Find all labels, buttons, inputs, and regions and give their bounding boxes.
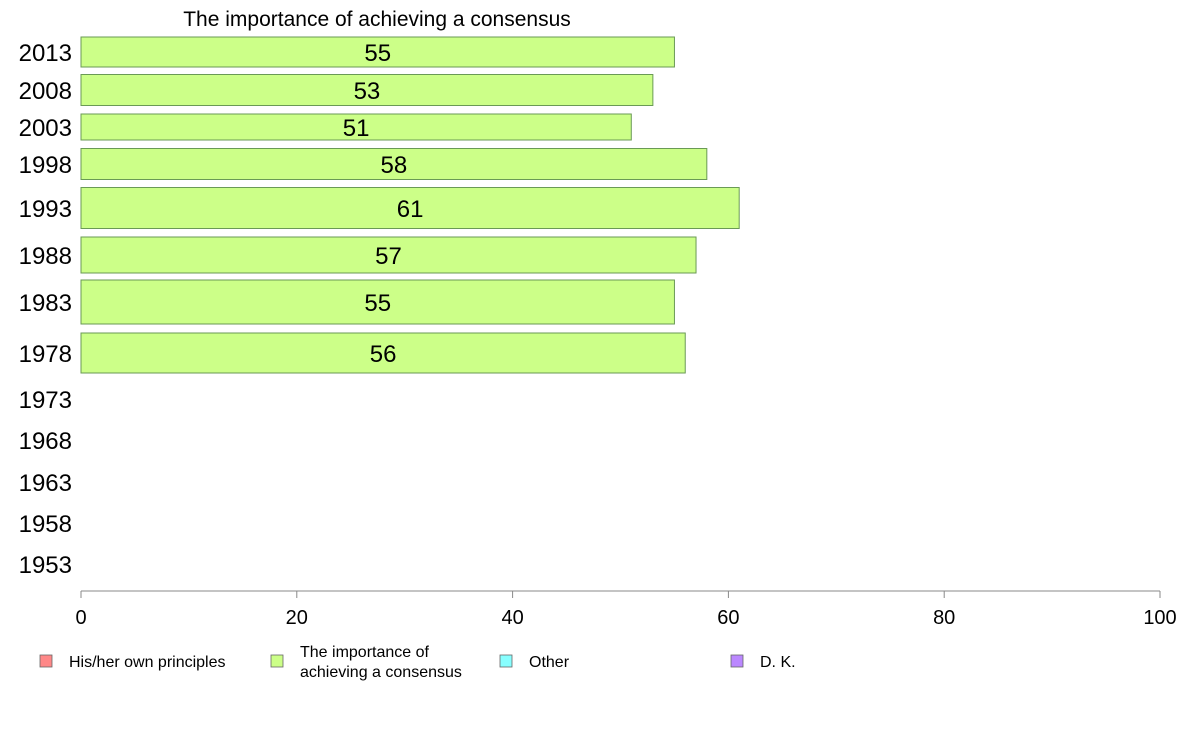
category-label: 1973 bbox=[19, 387, 72, 414]
bar-value-label: 58 bbox=[381, 152, 408, 179]
legend-label: His/her own principles bbox=[69, 654, 226, 671]
legend-item: Other bbox=[499, 654, 570, 671]
legend-label: Other bbox=[529, 654, 570, 671]
bar bbox=[80, 74, 654, 106]
legend-swatch bbox=[499, 654, 513, 668]
legend-swatch bbox=[270, 654, 284, 668]
category-label: 2008 bbox=[19, 78, 72, 105]
bar bbox=[80, 36, 675, 68]
category-label: 1968 bbox=[19, 428, 72, 455]
legend: His/her own principles The importance of a… bbox=[39, 644, 796, 681]
bar-value-label: 61 bbox=[397, 196, 424, 223]
bar-value-label: 51 bbox=[343, 115, 370, 142]
bar bbox=[80, 148, 708, 180]
bar-value-label: 56 bbox=[370, 341, 397, 368]
legend-label: D. K. bbox=[760, 654, 796, 671]
bar bbox=[80, 279, 675, 325]
bars-layer: 55 53 51 58 61 57 55 56 bbox=[80, 36, 740, 374]
category-label: 1988 bbox=[19, 243, 72, 270]
bar bbox=[80, 113, 632, 141]
chart-title: The importance of achieving a consensus bbox=[183, 8, 571, 31]
x-tick-label: 80 bbox=[933, 607, 955, 629]
category-label: 1983 bbox=[19, 290, 72, 317]
x-axis: 0 20 40 60 80 100 bbox=[75, 590, 1177, 629]
legend-item: The importance of achieving a consensus bbox=[270, 644, 462, 681]
x-tick-label: 0 bbox=[75, 607, 86, 629]
category-label: 1958 bbox=[19, 511, 72, 538]
category-label: 1978 bbox=[19, 341, 72, 368]
x-tick-label: 40 bbox=[501, 607, 523, 629]
category-label: 1953 bbox=[19, 552, 72, 579]
category-label: 1963 bbox=[19, 470, 72, 497]
x-tick-label: 100 bbox=[1143, 607, 1176, 629]
bar-value-label: 53 bbox=[354, 78, 381, 105]
legend-item: D. K. bbox=[730, 654, 796, 671]
legend-item: His/her own principles bbox=[39, 654, 226, 671]
category-labels: 2013 2008 2003 1998 1993 1988 1983 1978 1973 1968… bbox=[19, 40, 72, 579]
legend-label: achieving a consensus bbox=[300, 664, 462, 681]
bar-value-label: 55 bbox=[364, 40, 391, 67]
legend-swatch bbox=[730, 654, 744, 668]
legend-label: The importance of bbox=[300, 644, 430, 661]
bar bbox=[80, 187, 740, 229]
bar bbox=[80, 236, 697, 274]
legend-swatch bbox=[39, 654, 53, 668]
x-tick-label: 20 bbox=[286, 607, 308, 629]
bar bbox=[80, 332, 686, 374]
x-tick-label: 60 bbox=[717, 607, 739, 629]
bar-value-label: 55 bbox=[364, 290, 391, 317]
bar-value-label: 57 bbox=[375, 243, 402, 270]
category-label: 1998 bbox=[19, 152, 72, 179]
category-label: 2003 bbox=[19, 115, 72, 142]
category-label: 2013 bbox=[19, 40, 72, 67]
category-label: 1993 bbox=[19, 196, 72, 223]
